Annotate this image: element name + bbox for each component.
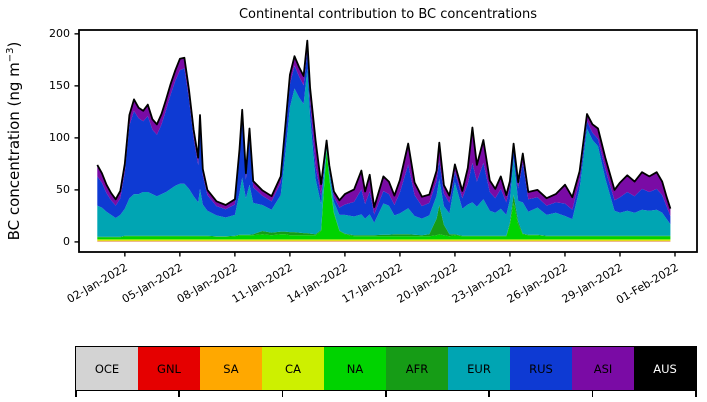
legend-item-EUR: EUR [448,347,510,390]
legend-tick-mark [75,391,77,397]
legend-label: CA [285,361,301,376]
total-outline [96,39,672,209]
legend-label: SA [223,361,239,376]
y-tick-label: 0 [63,235,70,249]
y-tick-label: 50 [56,183,70,197]
stack-area-SA [97,240,671,242]
stack-area-ASI [97,40,671,217]
legend-item-CA: CA [262,347,324,390]
legend-item-AFR: AFR [386,347,448,390]
legend-tick-mark [488,391,490,397]
legend-label: NA [346,361,364,376]
legend-item-RUS: RUS [510,347,572,390]
legend-label: EUR [467,361,491,376]
y-tick-label: 150 [49,79,70,93]
legend-label: OCE [94,361,120,376]
legend: OCE GNL SA CA NA AFR EUR RUS ASI AUS [75,346,697,391]
legend-item-NA: NA [324,347,386,390]
legend-tick-mark [695,391,697,397]
y-tick-label: 200 [49,27,70,41]
stack-area-EUR [97,68,671,237]
stack-area-CA [97,239,671,241]
legend-tick-mark [281,391,284,397]
legend-tick-mark [385,391,387,397]
legend-item-OCE: OCE [76,347,138,390]
legend-label: RUS [529,361,553,376]
legend-item-ASI: ASI [572,347,634,390]
legend-label: ASI [593,361,613,376]
legend-label: GNL [157,361,181,376]
legend-label: AUS [653,361,677,376]
legend-item-GNL: GNL [138,347,200,390]
legend-item-SA: SA [200,347,262,390]
legend-tick-mark [178,391,180,397]
legend-item-AUS: AUS [634,347,696,390]
legend-label: AFR [405,361,429,376]
stack-area-RUS [97,51,671,225]
chart-title: Continental contribution to BC concentra… [238,7,538,22]
plot-frame [78,29,698,253]
y-tick-label: 100 [49,131,70,145]
legend-tick-mark [591,391,594,397]
